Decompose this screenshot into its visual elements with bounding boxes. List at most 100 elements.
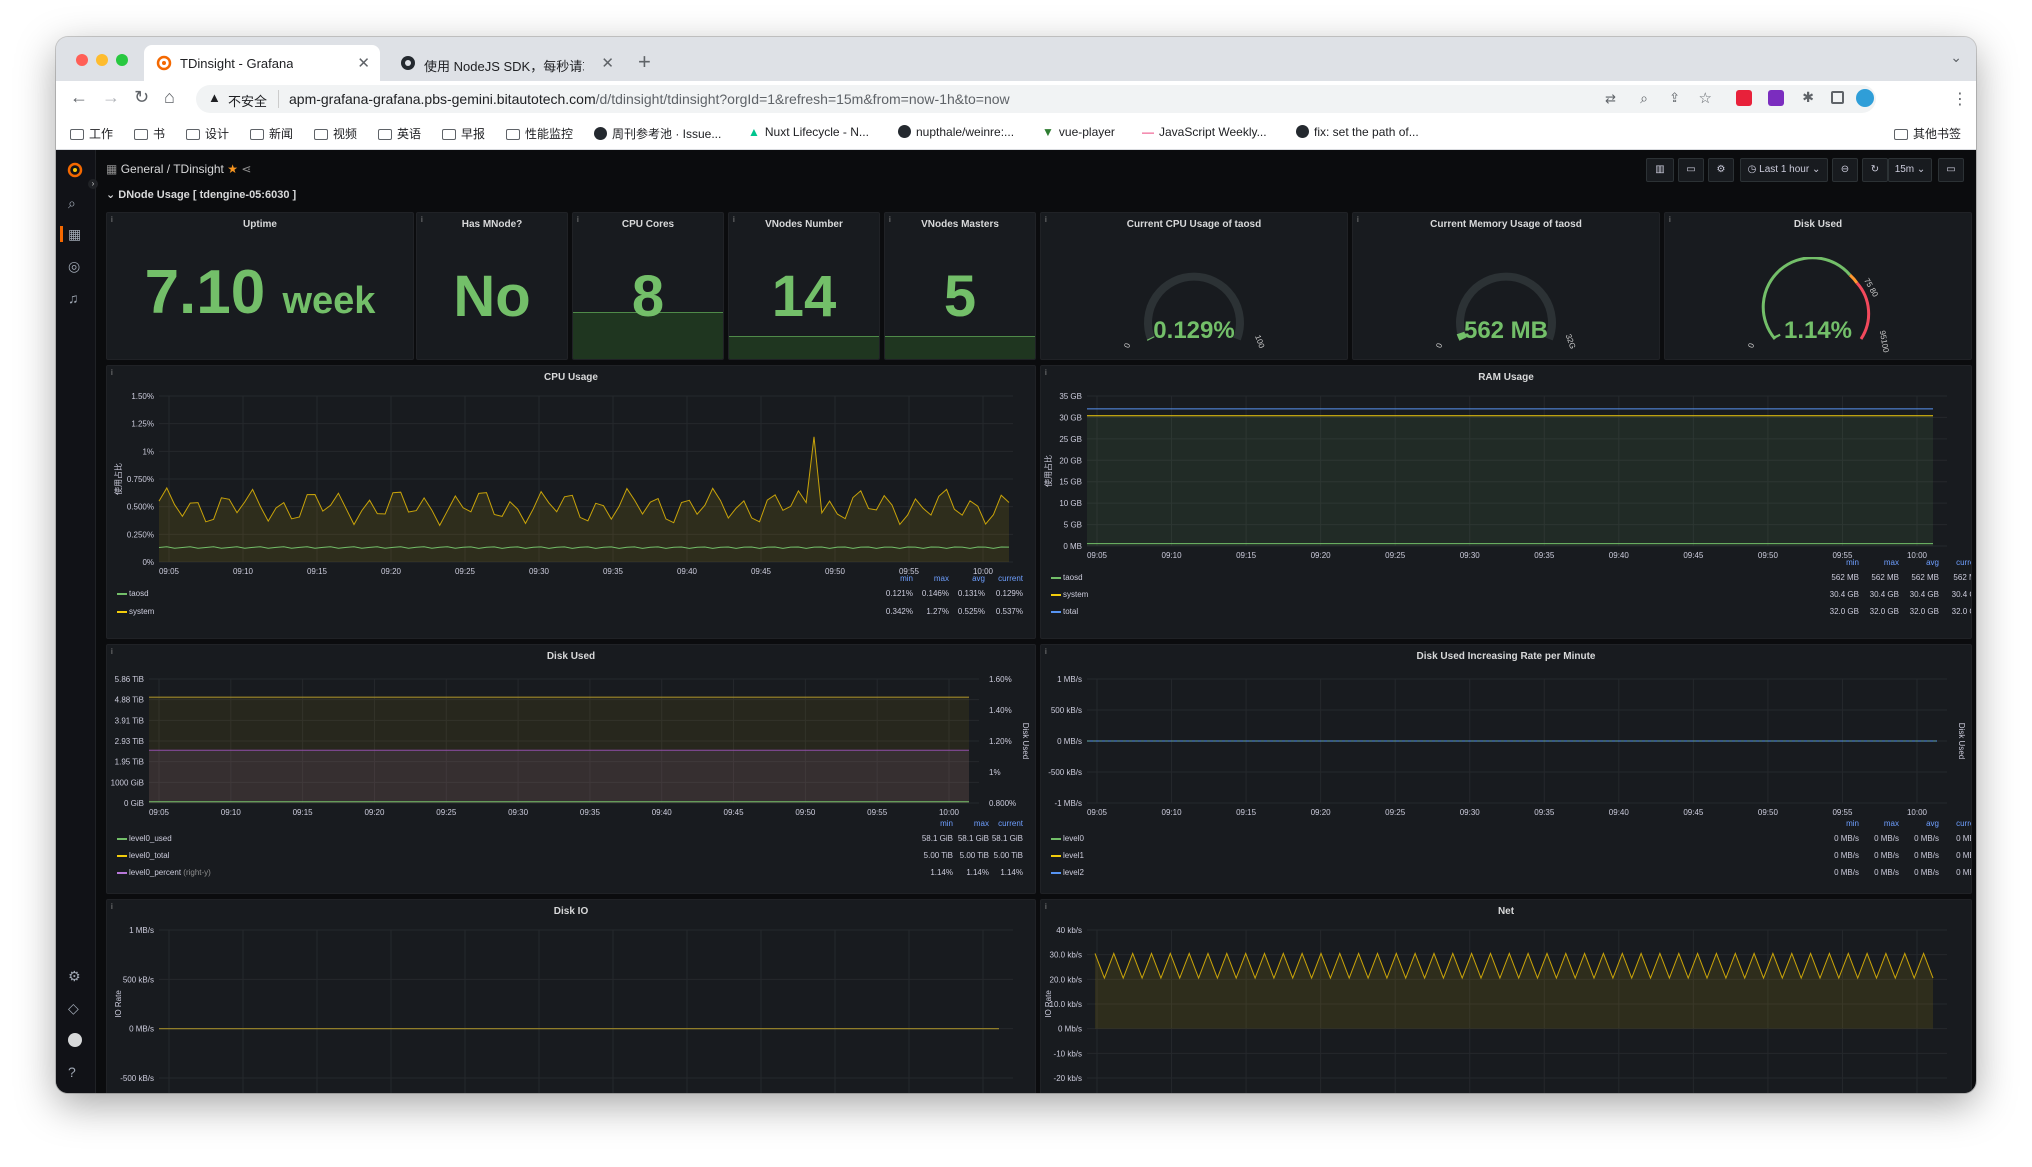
panel-info-icon[interactable]: i [733,215,735,224]
breadcrumb-folder[interactable]: General [120,162,164,176]
bookmark-folder[interactable]: 书 [134,125,165,142]
panel-info-icon[interactable]: i [111,215,113,224]
minimize-window-button[interactable] [96,54,108,66]
bookmark-link[interactable]: fix: set the path of... [1296,125,1419,139]
search-icon[interactable]: ⌕ [68,195,76,211]
bookmark-link[interactable]: 周刊参考池 · Issue... [594,125,721,142]
legend-row[interactable]: total 32.0 GB 32.0 GB 32.0 GB 32.0 GB [1041,604,1971,620]
side-panel-icon[interactable] [1831,91,1844,104]
legend-row[interactable]: taosd 562 MB 562 MB 562 MB 562 MB [1041,570,1971,586]
share-icon[interactable]: ⇪ [1669,90,1680,105]
disk-used-panel[interactable]: i Disk Used 5.86 TiB 4.88 TiB 3.91 TiB 2.93… [106,644,1036,894]
bookmark-link[interactable]: ▲ Nuxt Lifecycle - N... [748,125,869,139]
gauge-panel-disk-used[interactable]: i Disk Used 0 75 80 95100 1.14% [1664,212,1972,360]
cpu-usage-panel[interactable]: i CPU Usage 1.50% 1.25% 1% 0.750% 0.500% 0.25… [106,365,1036,639]
user-avatar-icon[interactable] [68,1033,82,1047]
save-dashboard-button[interactable]: ▭ [1678,158,1704,182]
net-panel[interactable]: i Net 40 kb/s 30.0 kb/s 20.0 kb/s 10.0 kb/s… [1040,899,1972,1093]
favorite-star-icon[interactable]: ★ [227,162,238,176]
bookmark-folder[interactable]: 英语 [378,125,421,142]
bookmark-folder[interactable]: 新闻 [250,125,293,142]
bookmark-link[interactable]: ▼ vue-player [1042,125,1115,139]
breadcrumb-dashboard[interactable]: TDinsight [173,162,224,176]
reload-icon[interactable]: ↻ [134,87,150,107]
bookmark-folder[interactable]: 性能监控 [506,125,573,142]
grafana-logo-icon[interactable] [67,162,83,178]
close-window-button[interactable] [76,54,88,66]
refresh-button[interactable]: ↻ [1862,158,1888,182]
home-icon[interactable]: ⌂ [164,87,175,107]
stat-panel-uptime[interactable]: i Uptime 7.10 week [106,212,414,360]
bookmark-link[interactable]: nupthale/weinre:... [898,125,1014,139]
stat-panel-cpu-cores[interactable]: i CPU Cores 8 [572,212,724,360]
tab-search-chevron-icon[interactable]: ⌄ [1950,49,1962,65]
stat-panel-has-mnode[interactable]: i Has MNode? No [416,212,568,360]
refresh-interval-picker[interactable]: 15m ⌄ [1888,158,1932,182]
stat-panel-vnodes-number[interactable]: i VNodes Number 14 [728,212,880,360]
zoom-out-button[interactable]: ⊖ [1832,158,1858,182]
dashboard-settings-button[interactable]: ⚙ [1708,158,1734,182]
panel-info-icon[interactable]: i [889,215,891,224]
disk-rate-panel[interactable]: i Disk Used Increasing Rate per Minute 1… [1040,644,1972,894]
profile-avatar-icon[interactable] [1856,89,1874,107]
legend-row[interactable]: level0 0 MB/s 0 MB/s 0 MB/s 0 MB/s [1041,831,1971,847]
panel-info-icon[interactable]: i [111,647,113,656]
legend-row[interactable]: level0_used 58.1 GiB 58.1 GiB 58.1 GiB [107,831,1035,847]
zoom-icon[interactable]: ⌕ [1640,90,1648,106]
panel-info-icon[interactable]: i [1045,902,1047,911]
close-tab-icon[interactable]: ✕ [601,55,614,72]
zoom-window-button[interactable] [116,54,128,66]
tab-nodejs-sdk[interactable]: 使用 NodeJS SDK，每秒请求量 ✕ [388,45,624,81]
alerting-bell-icon[interactable]: ♫ [68,290,79,306]
panel-info-icon[interactable]: i [1045,215,1047,224]
configuration-gear-icon[interactable]: ⚙ [68,968,81,984]
panel-info-icon[interactable]: i [1045,368,1047,377]
url-text[interactable]: apm-grafana-grafana.pbs-gemini.bitautote… [289,91,1010,107]
legend-row[interactable]: system 30.4 GB 30.4 GB 30.4 GB 30.4 GB [1041,587,1971,603]
bookmark-link[interactable]: — JavaScript Weekly... [1142,125,1267,139]
dashboards-icon[interactable]: ▦ [68,226,82,242]
share-dashboard-icon[interactable]: ⋖ [241,162,252,176]
panel-info-icon[interactable]: i [1357,215,1359,224]
warning-triangle-icon[interactable]: ▲ [208,90,221,105]
legend-row[interactable]: level0_percent (right-y) 1.14% 1.14% 1.1… [107,865,1035,881]
disk-io-panel[interactable]: i Disk IO 1 MB/s 500 kB/s 0 MB/s -500 kB/s I… [106,899,1036,1093]
address-bar[interactable]: ▲ 不安全 apm-grafana-grafana.pbs-gemini.bit… [196,85,1876,113]
panel-info-icon[interactable]: i [421,215,423,224]
tv-mode-button[interactable]: ▭ [1938,158,1964,182]
forward-arrow-icon[interactable]: → [102,87,120,107]
bookmark-folder[interactable]: 视频 [314,125,357,142]
close-tab-icon[interactable]: ✕ [357,55,370,72]
other-bookmarks[interactable]: 其他书签 [1894,125,1961,142]
help-icon[interactable]: ? [68,1064,76,1080]
gauge-panel-memory[interactable]: i Current Memory Usage of taosd 0 32G 56… [1352,212,1660,360]
legend-row[interactable]: level1 0 MB/s 0 MB/s 0 MB/s 0 MB/s [1041,848,1971,864]
browser-menu-icon[interactable]: ⋮ [1952,91,1968,108]
bookmark-folder[interactable]: 工作 [70,125,113,142]
time-picker-button[interactable]: ◷ Last 1 hour ⌄ [1740,158,1828,182]
translate-icon[interactable]: ⇄ [1605,91,1616,106]
bookmark-folder[interactable]: 设计 [186,125,229,142]
server-admin-shield-icon[interactable]: ◇ [68,1000,79,1016]
bookmark-star-icon[interactable]: ☆ [1698,90,1712,107]
expand-sidebar-chevron-icon[interactable]: › [88,179,98,189]
bookmark-folder[interactable]: 早报 [442,125,485,142]
ram-usage-panel[interactable]: i RAM Usage 35 GB 30 GB 25 GB 20 GB 15 GB 10 … [1040,365,1972,639]
panel-info-icon[interactable]: i [111,368,113,377]
gauge-panel-cpu[interactable]: i Current CPU Usage of taosd 0 100 0.129… [1040,212,1348,360]
tab-tdinsight[interactable]: TDinsight - Grafana ✕ [144,45,380,81]
extension-purple-icon[interactable] [1768,90,1784,106]
back-arrow-icon[interactable]: ← [70,87,88,107]
legend-row[interactable]: system 0.342% 1.27% 0.525% 0.537% [107,604,1035,620]
panel-info-icon[interactable]: i [1669,215,1671,224]
legend-row[interactable]: level2 0 MB/s 0 MB/s 0 MB/s 0 MB/s [1041,865,1971,881]
panel-info-icon[interactable]: i [111,902,113,911]
panel-info-icon[interactable]: i [1045,647,1047,656]
legend-row[interactable]: taosd 0.121% 0.146% 0.131% 0.129% [107,586,1035,602]
new-tab-button[interactable]: + [638,49,651,74]
legend-row[interactable]: level0_total 5.00 TiB 5.00 TiB 5.00 TiB [107,848,1035,864]
insecure-label[interactable]: 不安全 [228,94,268,109]
extension-fe-icon[interactable] [1736,90,1752,106]
extensions-puzzle-icon[interactable]: ✱ [1802,89,1814,105]
explore-compass-icon[interactable]: ◎ [68,258,81,274]
